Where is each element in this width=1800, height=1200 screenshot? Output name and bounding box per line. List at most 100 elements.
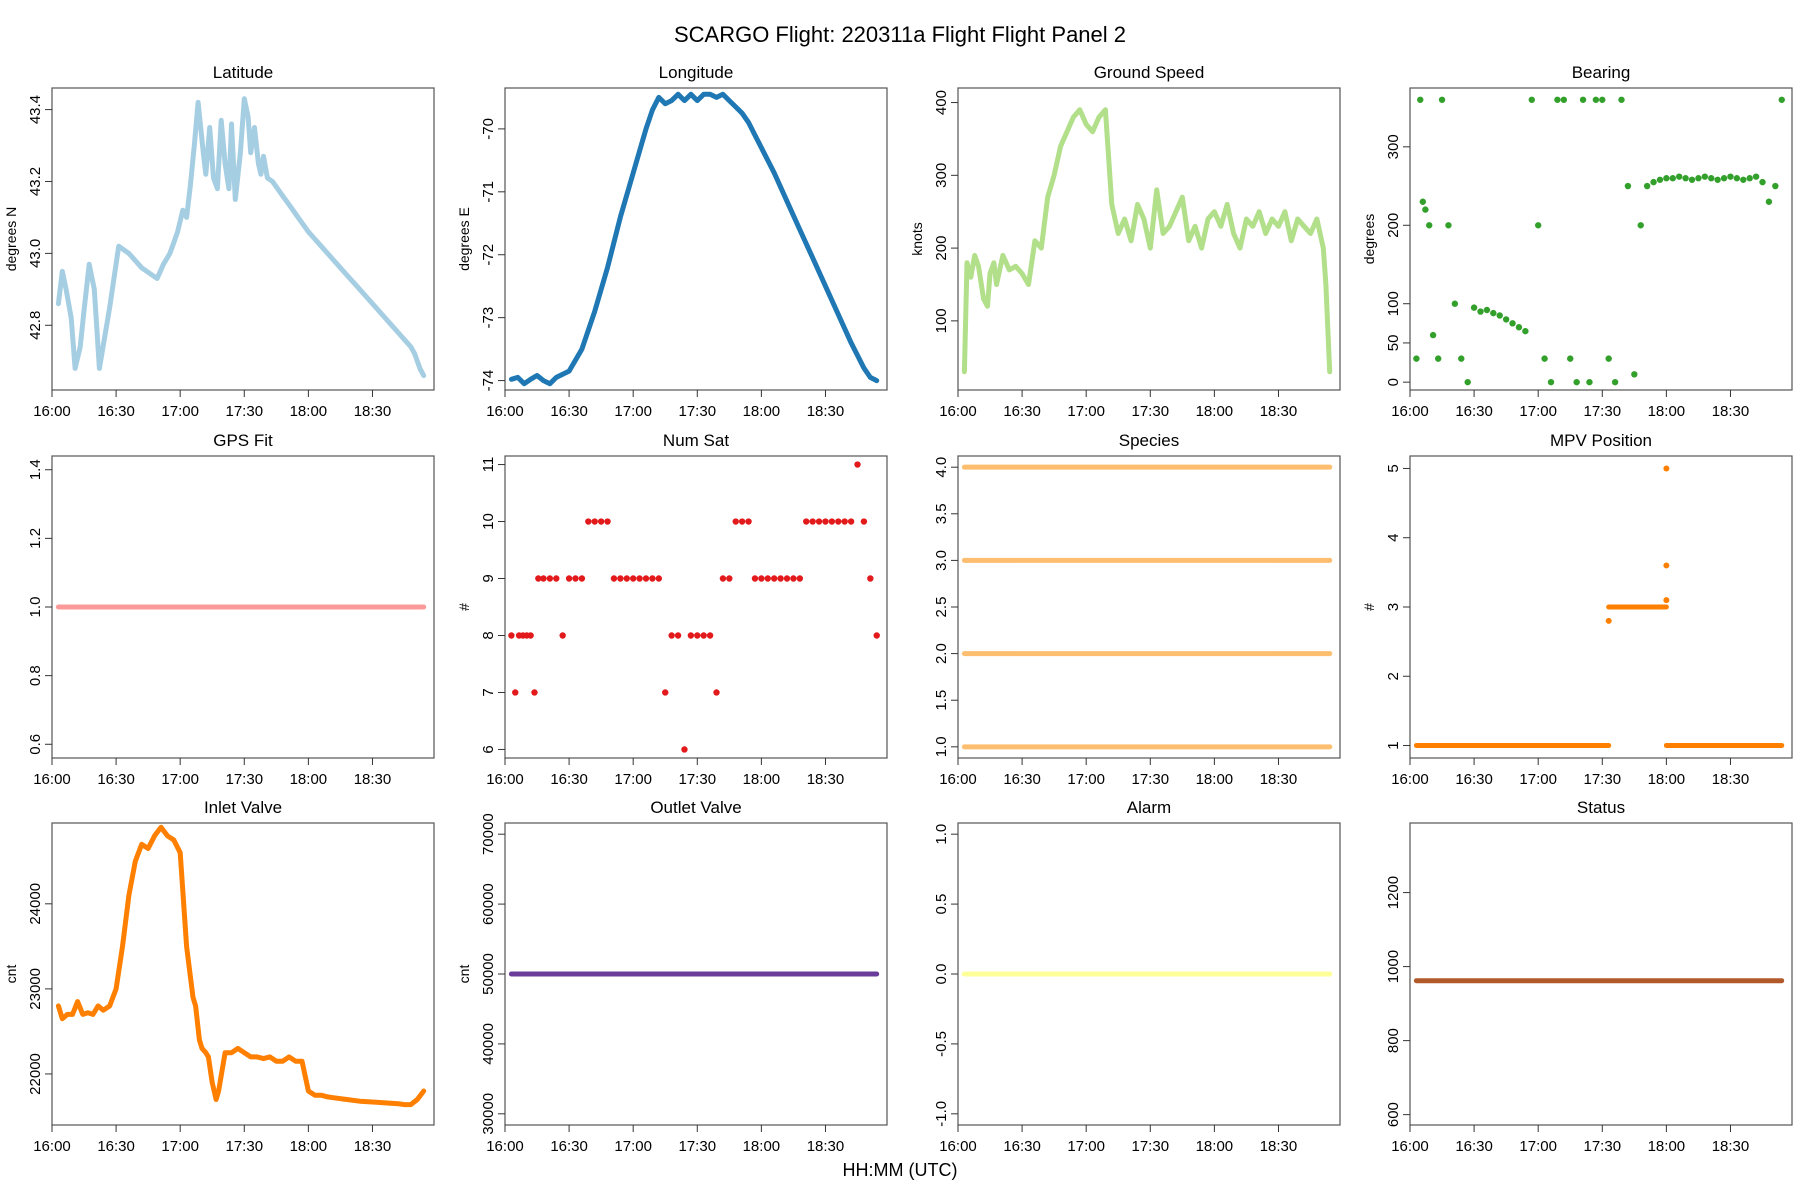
data-point <box>1567 355 1574 362</box>
data-point <box>1490 309 1497 317</box>
x-tick-label: 17:00 <box>614 1138 652 1155</box>
x-tick-label: 17:30 <box>1132 1138 1170 1155</box>
x-tick-label: 17:30 <box>1132 771 1170 788</box>
x-tick-label: 16:30 <box>1003 403 1041 420</box>
y-axis-label: degrees E <box>456 207 472 271</box>
x-tick-label: 16:30 <box>97 403 135 420</box>
x-tick-label: 18:30 <box>1712 771 1750 788</box>
data-point <box>1470 304 1478 311</box>
y-tick-label: 22000 <box>27 1053 44 1095</box>
data-point <box>559 632 566 639</box>
x-tick-label: 18:30 <box>1260 1138 1298 1155</box>
y-tick-label: -73 <box>480 307 497 329</box>
data-point <box>783 575 791 582</box>
data-point <box>706 632 714 639</box>
data-point <box>572 575 579 582</box>
data-point <box>1547 378 1555 386</box>
x-tick-label: 18:30 <box>807 771 845 788</box>
x-tick-label: 16:30 <box>1455 403 1493 420</box>
y-tick-label: 2.0 <box>933 643 950 664</box>
x-tick-label: 17:00 <box>1519 403 1557 420</box>
y-axis: -1.0 -0.5 0.0 0.5 1.0 <box>933 824 958 1127</box>
x-tick-label: 18:00 <box>290 403 328 420</box>
panel-gps-fit: GPS Fit 16:00 16:30 17:00 17:30 18:00 18:30 0.6… <box>27 431 435 788</box>
data-point <box>1483 306 1491 314</box>
data-point <box>1708 175 1715 182</box>
x-axis: 16:00 16:30 17:00 17:30 18:00 18:30 <box>33 758 391 788</box>
x-tick-label: 16:30 <box>1455 1138 1493 1155</box>
x-tick-label: 18:00 <box>1196 403 1234 420</box>
y-tick-label: 3.0 <box>933 550 950 571</box>
x-tick-label: 16:30 <box>550 1138 588 1155</box>
x-tick-label: 16:00 <box>1391 1138 1429 1155</box>
y-axis: 0.6 0.8 1.0 1.2 1.4 <box>27 459 52 755</box>
data-point <box>1464 378 1471 386</box>
data-point <box>1426 222 1433 229</box>
data-point <box>1435 355 1442 362</box>
x-tick-label: 17:30 <box>1584 1138 1622 1155</box>
plot-frame <box>1409 87 1793 391</box>
data-point <box>687 632 695 639</box>
y-tick-label: 50 <box>1385 335 1402 352</box>
x-tick-label: 17:30 <box>679 771 717 788</box>
panel-title: Ground Speed <box>1094 63 1205 82</box>
data-point <box>585 518 592 525</box>
data-point <box>1727 173 1734 180</box>
x-tick-label: 17:30 <box>1132 403 1170 420</box>
y-tick-label: 1.0 <box>933 736 950 757</box>
y-tick-label: 6 <box>480 745 497 753</box>
y-tick-label: 1.0 <box>933 824 950 845</box>
y-tick-label: 42.8 <box>27 311 44 340</box>
x-axis: 16:00 16:30 17:00 17:30 18:00 18:30 <box>939 390 1297 420</box>
y-axis: 42.8 43.0 43.2 43.4 <box>27 95 52 340</box>
panel-title: Status <box>1577 798 1625 817</box>
data-point <box>1522 327 1529 335</box>
data-point <box>1643 182 1651 190</box>
y-axis-label: degrees <box>1361 214 1377 265</box>
plot-frame <box>504 455 888 759</box>
x-tick-label: 16:30 <box>97 1138 135 1155</box>
x-axis: 16:00 16:30 17:00 17:30 18:00 18:30 <box>486 390 844 420</box>
data-point <box>1663 597 1670 604</box>
panel-title: Alarm <box>1127 798 1171 817</box>
series-line <box>508 91 880 387</box>
data-point <box>1579 96 1587 103</box>
y-tick-label: 30000 <box>480 1093 497 1135</box>
x-tick-label: 18:00 <box>1648 771 1686 788</box>
y-tick-label: 43.2 <box>27 167 44 196</box>
y-tick-label: 70000 <box>480 813 497 855</box>
data-point <box>854 461 861 468</box>
panel-num-sat: Num Sat 16:00 16:30 17:00 17:30 18:00 18:30 6 7 8… <box>456 431 888 788</box>
data-point <box>553 575 560 582</box>
data-point <box>738 518 746 525</box>
x-tick-label: 17:30 <box>226 403 264 420</box>
y-axis-label: # <box>1361 603 1377 611</box>
data-point <box>1765 198 1773 205</box>
y-tick-label: 1.4 <box>27 459 44 480</box>
data-point <box>719 575 727 582</box>
data-point <box>790 575 797 582</box>
data-point <box>508 632 515 639</box>
panel-title: Species <box>1119 431 1179 450</box>
data-point <box>828 518 836 525</box>
y-tick-label: 200 <box>933 236 950 261</box>
data-point <box>867 575 874 582</box>
y-tick-label: 40000 <box>480 1023 497 1065</box>
data-point <box>610 575 618 582</box>
y-tick-label: -70 <box>480 118 497 140</box>
data-point <box>1618 96 1625 103</box>
y-tick-label: -71 <box>480 181 497 203</box>
data-series <box>508 91 880 387</box>
data-point <box>1631 371 1638 378</box>
data-point <box>1458 355 1465 362</box>
data-point <box>642 575 650 582</box>
x-axis: 16:00 16:30 17:00 17:30 18:00 18:30 <box>1391 1125 1749 1155</box>
y-tick-label: 1.5 <box>933 690 950 711</box>
x-axis: 16:00 16:30 17:00 17:30 18:00 18:30 <box>939 758 1297 788</box>
x-tick-label: 16:00 <box>939 771 977 788</box>
plot-frame <box>504 87 888 391</box>
data-point <box>1701 173 1709 180</box>
